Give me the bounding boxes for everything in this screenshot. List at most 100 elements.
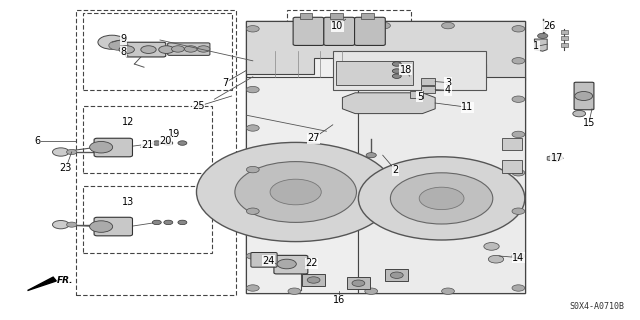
Text: 15: 15 (582, 118, 595, 128)
Circle shape (246, 125, 259, 131)
Text: 8: 8 (120, 47, 127, 57)
FancyBboxPatch shape (251, 252, 277, 267)
Circle shape (152, 141, 161, 145)
Text: S0X4-A0710B: S0X4-A0710B (569, 302, 624, 311)
Bar (358, 77, 525, 293)
Bar (330, 13, 343, 19)
Circle shape (164, 141, 173, 145)
Text: 9: 9 (120, 34, 127, 44)
Circle shape (314, 22, 326, 29)
Bar (287, 10, 411, 52)
Circle shape (52, 148, 69, 156)
Circle shape (90, 221, 113, 232)
Text: 2: 2 (392, 165, 399, 175)
FancyBboxPatch shape (355, 17, 385, 45)
Bar (83, 13, 232, 90)
Bar (421, 78, 435, 85)
Text: 25: 25 (192, 101, 205, 111)
Circle shape (246, 285, 259, 291)
Circle shape (512, 253, 525, 259)
Bar (83, 186, 212, 253)
Polygon shape (534, 39, 547, 51)
Text: 10: 10 (331, 21, 344, 31)
Circle shape (246, 166, 259, 173)
Bar (502, 138, 522, 150)
Circle shape (52, 220, 69, 229)
Bar (361, 13, 374, 19)
Polygon shape (28, 277, 56, 291)
FancyBboxPatch shape (168, 43, 210, 55)
Circle shape (352, 280, 365, 286)
FancyBboxPatch shape (125, 42, 166, 57)
Circle shape (307, 277, 320, 283)
Circle shape (378, 22, 390, 29)
Bar (385, 269, 408, 281)
Circle shape (178, 220, 187, 225)
Bar (83, 106, 212, 173)
Circle shape (246, 208, 259, 214)
Polygon shape (547, 154, 563, 162)
Circle shape (246, 253, 259, 259)
Text: 26: 26 (543, 21, 556, 31)
Circle shape (365, 288, 378, 294)
Text: 20: 20 (159, 136, 172, 147)
Circle shape (98, 35, 126, 49)
Text: 14: 14 (512, 252, 525, 263)
Circle shape (484, 243, 499, 250)
Circle shape (573, 110, 586, 117)
Circle shape (390, 272, 403, 278)
Bar (410, 91, 423, 98)
Circle shape (512, 26, 525, 32)
Circle shape (178, 141, 187, 145)
Circle shape (442, 288, 454, 294)
Circle shape (172, 46, 184, 52)
FancyBboxPatch shape (574, 82, 594, 110)
Circle shape (390, 173, 493, 224)
Circle shape (512, 208, 525, 214)
Circle shape (442, 22, 454, 29)
Text: 3: 3 (445, 77, 451, 88)
Circle shape (67, 149, 77, 155)
Bar (421, 86, 435, 93)
Circle shape (270, 179, 321, 205)
Circle shape (488, 255, 504, 263)
Bar (561, 43, 568, 47)
Circle shape (358, 157, 525, 240)
Circle shape (512, 131, 525, 138)
FancyBboxPatch shape (324, 17, 355, 45)
Bar (502, 160, 522, 173)
Circle shape (392, 74, 401, 78)
Text: 24: 24 (262, 256, 275, 266)
Circle shape (575, 92, 593, 100)
Bar (302, 274, 325, 286)
Text: 18: 18 (399, 65, 412, 75)
Circle shape (197, 46, 210, 52)
Circle shape (235, 162, 356, 222)
Bar (347, 277, 370, 289)
Circle shape (246, 26, 259, 32)
Circle shape (419, 187, 464, 210)
Text: 7: 7 (222, 77, 228, 88)
Polygon shape (342, 93, 435, 114)
Circle shape (366, 153, 376, 158)
Bar (246, 21, 525, 293)
Circle shape (141, 46, 156, 53)
Bar (333, 51, 486, 90)
Polygon shape (246, 21, 525, 80)
FancyBboxPatch shape (94, 217, 132, 236)
Text: 6: 6 (34, 136, 40, 146)
Text: 19: 19 (168, 129, 180, 139)
Circle shape (392, 69, 401, 73)
Circle shape (184, 46, 197, 52)
Circle shape (288, 288, 301, 294)
Circle shape (512, 170, 525, 176)
Circle shape (164, 220, 173, 225)
Text: 5: 5 (417, 92, 423, 102)
Bar (246, 77, 358, 293)
Text: 16: 16 (333, 295, 346, 305)
Text: 22: 22 (305, 258, 318, 268)
Text: 27: 27 (307, 133, 320, 143)
Circle shape (512, 58, 525, 64)
Text: 1: 1 (533, 41, 540, 52)
Bar (561, 36, 568, 40)
